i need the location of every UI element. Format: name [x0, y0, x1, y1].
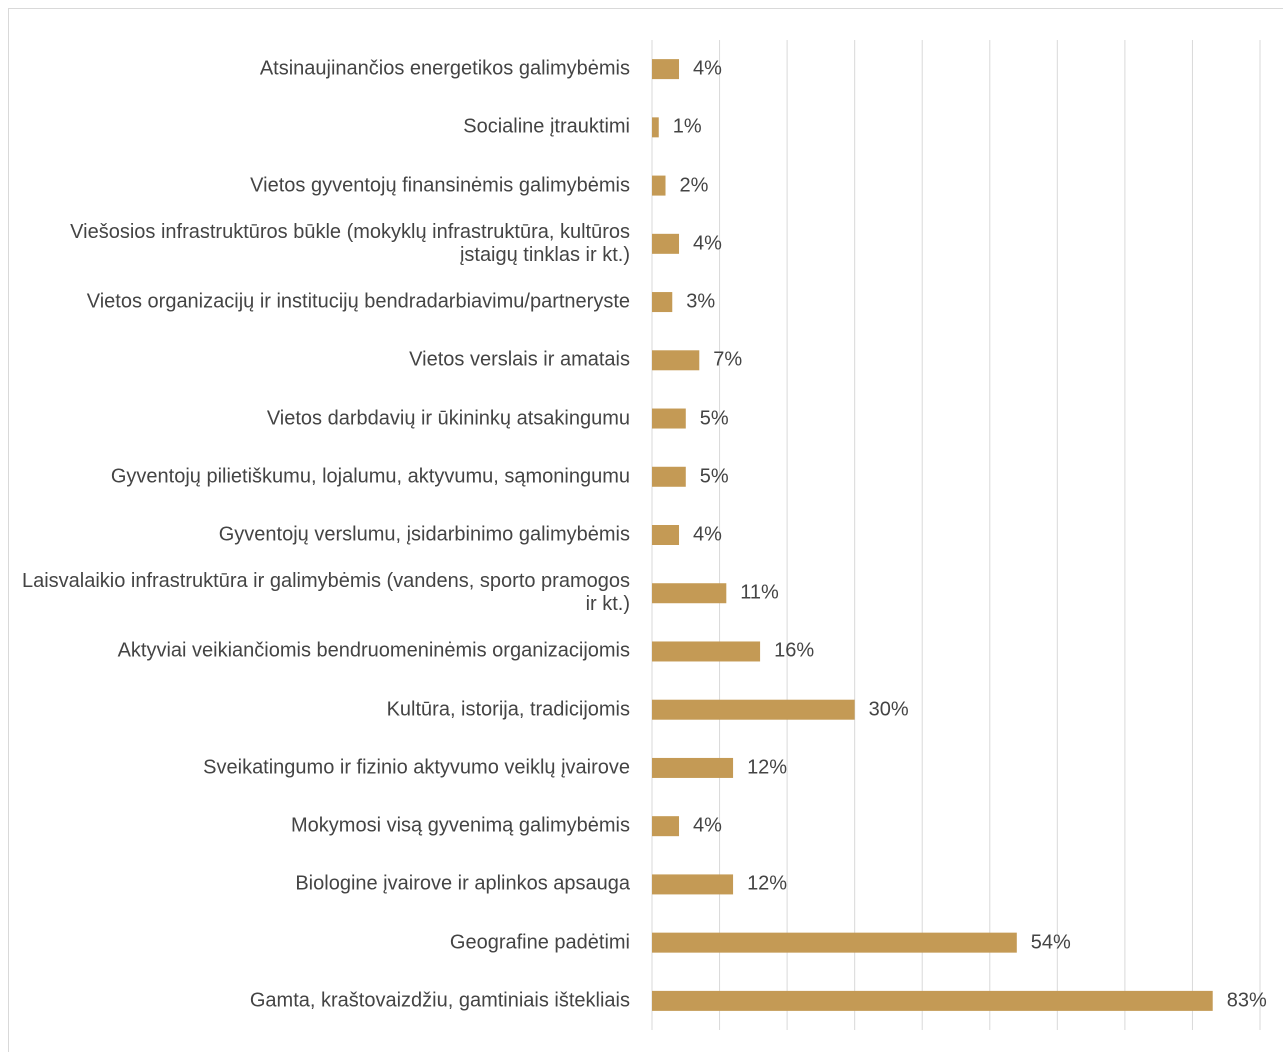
bar: [652, 350, 700, 371]
category-label: Vietos gyventojų finansinėmis galimybėmi…: [250, 174, 630, 197]
category-label: Atsinaujinančios energetikos galimybėmis: [259, 57, 630, 80]
category-label: Kultūra, istorija, tradicijomis: [386, 698, 630, 721]
value-label: 4%: [693, 523, 722, 546]
bar: [652, 117, 659, 138]
category-label: Geografine padėtimi: [449, 931, 630, 954]
value-label: 12%: [747, 756, 788, 779]
value-label: 3%: [686, 290, 716, 313]
value-label: 1%: [672, 115, 702, 138]
bar: [652, 990, 1213, 1011]
bar: [652, 757, 734, 778]
bar: [652, 932, 1017, 953]
category-label: Gyventojų pilietiškumu, lojalumu, aktyvu…: [110, 465, 630, 488]
category-label: Gyventojų verslumu, įsidarbinimo galimyb…: [218, 523, 630, 546]
bar: [652, 408, 686, 429]
bar: [652, 175, 666, 196]
bar: [652, 699, 855, 720]
category-label: Mokymosi visą gyvenimą galimybėmis: [291, 814, 630, 837]
value-label: 4%: [693, 232, 722, 255]
value-label: 30%: [868, 698, 909, 721]
value-label: 54%: [1030, 931, 1071, 954]
bar: [652, 816, 680, 837]
value-label: 4%: [693, 814, 722, 837]
value-label: 2%: [679, 174, 709, 197]
value-label: 16%: [774, 639, 815, 662]
value-label: 12%: [747, 872, 788, 895]
value-label: 11%: [740, 581, 779, 604]
bar: [652, 874, 734, 895]
category-label: Socialine įtrauktimi: [463, 115, 630, 138]
value-label: 83%: [1226, 989, 1267, 1012]
bar: [652, 583, 727, 604]
category-label: Gamta, kraštovaizdžiu, gamtiniais ištekl…: [249, 989, 630, 1012]
category-label: Laisvalaikio infrastruktūra ir galimybėm…: [21, 570, 630, 616]
bar: [652, 466, 686, 487]
category-label: Sveikatingumo ir fizinio aktyvumo veiklų…: [203, 756, 630, 779]
bar: [652, 233, 680, 254]
value-label: 5%: [699, 407, 729, 430]
bar: [652, 525, 680, 545]
chart-border: [8, 8, 1283, 1052]
value-label: 5%: [699, 465, 729, 488]
bar: [652, 292, 673, 313]
category-label: Biologine įvairove ir aplinkos apsauga: [295, 872, 630, 895]
category-label: Viešosios infrastruktūros būkle (mokyklų…: [70, 220, 630, 266]
category-label: Vietos verslais ir amatais: [409, 348, 630, 371]
bar: [652, 59, 680, 80]
value-label: 4%: [693, 57, 722, 80]
category-label: Vietos darbdavių ir ūkininkų atsakingumu: [266, 407, 630, 430]
category-label: Vietos organizacijų ir institucijų bendr…: [86, 290, 630, 313]
category-label: Aktyviai veikiančiomis bendruomeninėmis …: [117, 639, 630, 662]
value-label: 7%: [713, 348, 743, 371]
bar: [652, 641, 761, 662]
